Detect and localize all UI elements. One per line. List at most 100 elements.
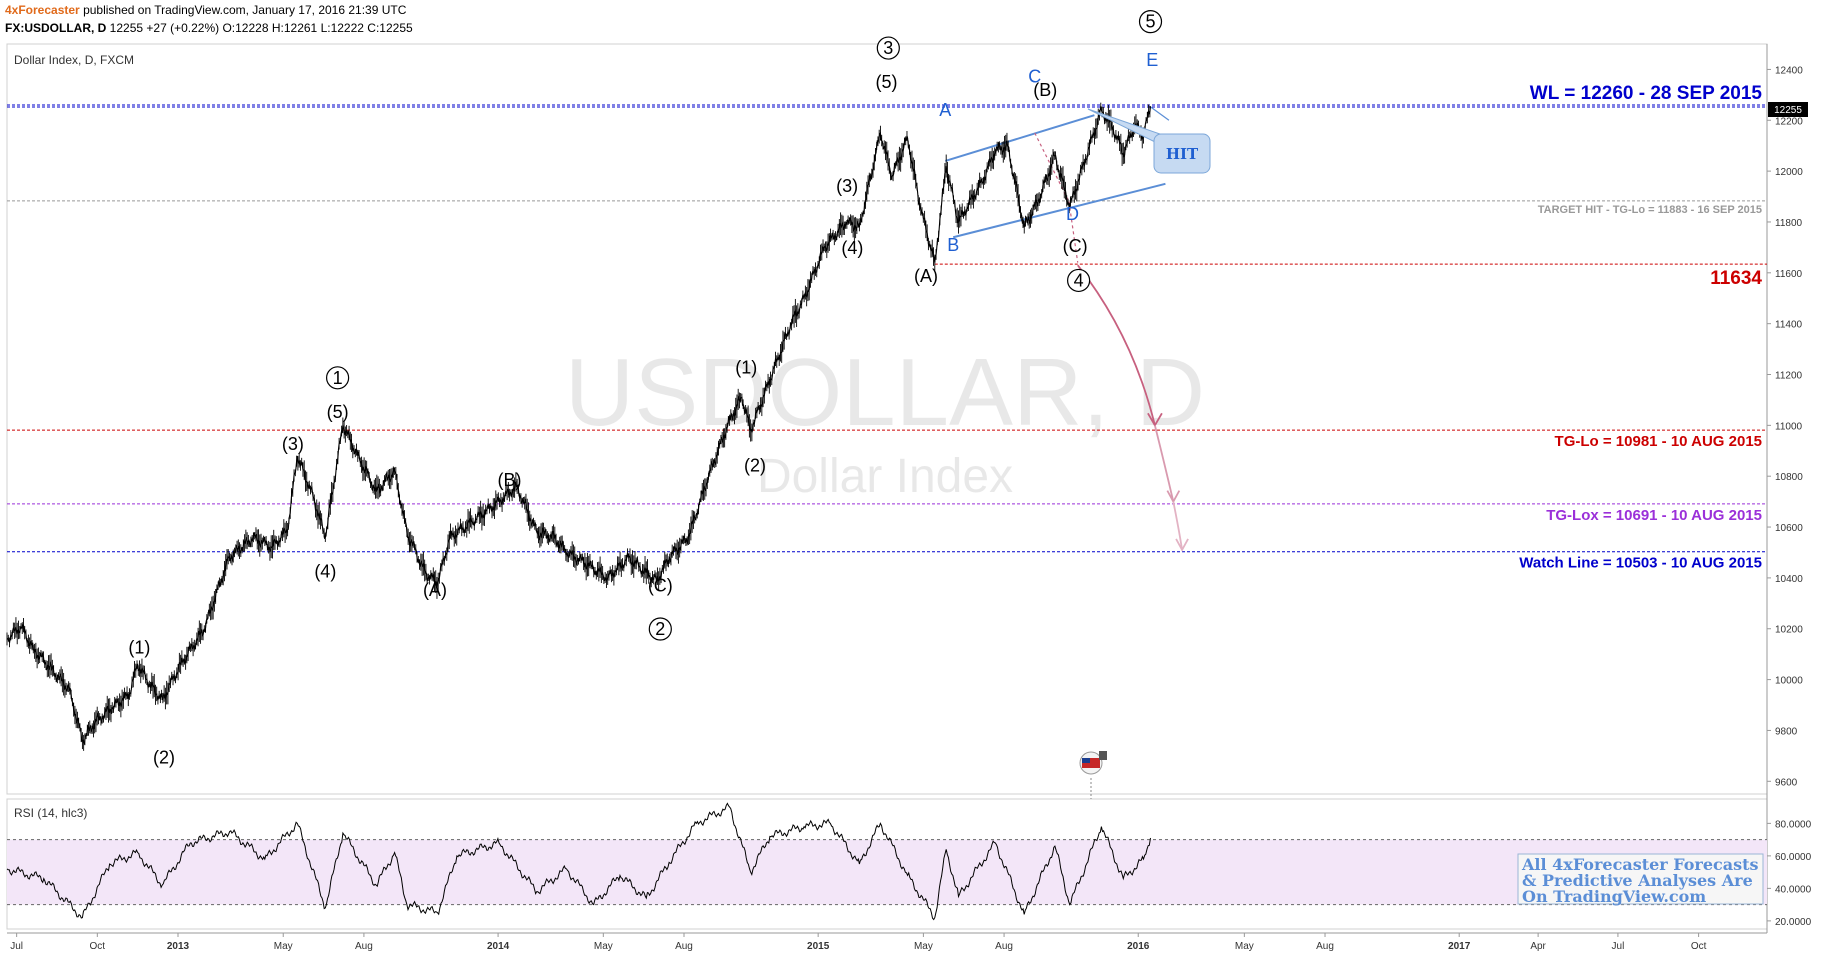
wave-circle bbox=[1138, 10, 1163, 34]
time-tick-label: Jul bbox=[1612, 941, 1625, 952]
wave-circle bbox=[648, 617, 672, 641]
rsi-line bbox=[6, 802, 1151, 921]
rsi-series bbox=[6, 802, 1151, 921]
time-tick-label: May bbox=[914, 941, 933, 952]
time-tick-label: May bbox=[274, 941, 293, 952]
horizontal-levels: WL = 12260 - 28 SEP 2015 TARGET HIT - TG-… bbox=[7, 83, 1767, 572]
wave-circle-label: 2 bbox=[655, 619, 665, 639]
wave-label-b: B bbox=[947, 235, 959, 255]
projection-arrow-3-head bbox=[1175, 538, 1189, 552]
publish-line: 4xForecaster published on TradingView.co… bbox=[5, 3, 406, 17]
promo-line-1: All 4xForecaster Forecasts bbox=[1521, 855, 1759, 874]
rsi-tick-label: 80.0000 bbox=[1775, 819, 1812, 830]
wave-label: (5) bbox=[327, 402, 349, 422]
promo-line-2: & Predictive Analyses Are bbox=[1522, 871, 1753, 890]
published-text: published on TradingView.com, January 17… bbox=[83, 3, 407, 17]
promo-line-3: On TradingView.com bbox=[1522, 887, 1706, 906]
wave-label: (3) bbox=[836, 176, 858, 196]
wave-label: (4) bbox=[841, 238, 863, 258]
rsi-tick-label: 60.0000 bbox=[1775, 852, 1812, 863]
time-tick-label: Apr bbox=[1530, 941, 1546, 952]
flag-icon-canton bbox=[1082, 758, 1090, 763]
wave-label: (5) bbox=[876, 72, 898, 92]
event-count-badge bbox=[1099, 751, 1107, 760]
flag-icon-stripes bbox=[1082, 758, 1100, 768]
wave-label-c: C bbox=[1028, 67, 1041, 87]
d-c-dashed-line bbox=[1068, 201, 1079, 263]
rsi-band bbox=[7, 839, 1767, 905]
time-tick-label: 2015 bbox=[807, 941, 830, 952]
low-label: L: bbox=[320, 21, 331, 35]
e-extension-line bbox=[1149, 105, 1170, 121]
wave-circle bbox=[326, 366, 350, 390]
price-tick-label: 12000 bbox=[1775, 167, 1803, 178]
high-value: 12261 bbox=[283, 21, 318, 35]
open-label: O: bbox=[222, 21, 236, 35]
wave-circle-label: 1 bbox=[333, 368, 343, 388]
main-panel bbox=[6, 43, 1768, 795]
projection-arrow-1 bbox=[1077, 264, 1156, 426]
price-tick-label: 12200 bbox=[1775, 116, 1803, 127]
level-label-level-11634: 11634 bbox=[1710, 268, 1762, 289]
time-tick-label: Aug bbox=[675, 941, 693, 952]
price-tick-label: 12400 bbox=[1775, 65, 1803, 76]
price-tick-label: 10800 bbox=[1775, 472, 1803, 483]
watermark-symbol: USDOLLAR, D bbox=[565, 339, 1205, 446]
symbol-line: FX:USDOLLAR, D 12255 +27 (+0.22%) O:1222… bbox=[5, 21, 413, 35]
price-badge bbox=[1768, 102, 1808, 117]
wave-label-e: E bbox=[1146, 50, 1158, 70]
time-tick-label: May bbox=[594, 941, 613, 952]
time-tick-label: 2013 bbox=[167, 941, 190, 952]
price-tick-label: 11800 bbox=[1775, 218, 1803, 229]
time-tick-label: Aug bbox=[355, 941, 373, 952]
price-tick-label: 11400 bbox=[1775, 320, 1803, 331]
time-tick-label: Aug bbox=[995, 941, 1013, 952]
hit-callout-text: HIT bbox=[1166, 145, 1199, 163]
time-tick-label: 2016 bbox=[1127, 941, 1150, 952]
projection-arrow-1-head bbox=[1147, 412, 1163, 428]
high-label: H: bbox=[271, 21, 284, 35]
time-axis-ticks: Jul Oct 2013 May Aug 2014 May Aug 2015 May Aug 2016… bbox=[10, 933, 1707, 952]
level-label-target-hit-11883: TARGET HIT - TG-Lo = 11883 - 16 SEP 2015 bbox=[1538, 204, 1762, 216]
time-tick-label: May bbox=[1235, 941, 1254, 952]
time-tick-label: 2014 bbox=[487, 941, 510, 952]
price-tick-label: 9800 bbox=[1775, 726, 1798, 737]
level-label-wl-12260: WL = 12260 - 28 SEP 2015 bbox=[1530, 83, 1763, 104]
rsi-axis-ticks: 20.0000 40.0000 60.0000 80.0000 bbox=[1767, 819, 1812, 928]
projection-arrow-2 bbox=[1154, 425, 1175, 502]
wave-label: (C) bbox=[1063, 236, 1088, 256]
wave-circle bbox=[876, 36, 900, 60]
price-axis-ticks: 9600 9800 10000 10200 10400 10600 10800 11000 11… bbox=[1767, 65, 1803, 788]
price-tick-label: 11600 bbox=[1775, 269, 1803, 280]
time-tick-label: Aug bbox=[1316, 941, 1334, 952]
time-tick-label: Jul bbox=[10, 941, 23, 952]
wave-label-d: D bbox=[1066, 204, 1079, 224]
projection-arrow-3 bbox=[1172, 501, 1183, 551]
wave-label: (A) bbox=[914, 266, 938, 286]
wave-label: (1) bbox=[128, 637, 150, 657]
wave-label-a: A bbox=[939, 100, 951, 120]
promo-box bbox=[1517, 853, 1764, 905]
wave-circle bbox=[1067, 268, 1091, 293]
rsi-legend: RSI (14, hlc3) bbox=[14, 806, 87, 820]
hit-callout bbox=[1153, 133, 1211, 174]
price-tick-label: 10000 bbox=[1775, 676, 1803, 687]
level-label-tg-lo-10981: TG-Lo = 10981 - 10 AUG 2015 bbox=[1555, 433, 1762, 450]
level-label-tg-lox-10691: TG-Lox = 10691 - 10 AUG 2015 bbox=[1546, 507, 1762, 524]
price-tick-label: 9600 bbox=[1775, 777, 1798, 788]
main-legend: Dollar Index, D, FXCM bbox=[14, 53, 134, 67]
publisher-link[interactable]: 4xForecaster bbox=[5, 3, 80, 17]
price-tick-label: 10600 bbox=[1775, 523, 1803, 534]
price-tick-label: 10200 bbox=[1775, 625, 1803, 636]
wave-circle-label: 5 bbox=[1146, 12, 1156, 32]
close-value: 12255 bbox=[379, 21, 413, 35]
wave-label: (2) bbox=[744, 455, 766, 475]
low-value: 12222 bbox=[330, 21, 364, 35]
last-price: 12255 bbox=[109, 21, 144, 35]
time-tick-label: Oct bbox=[1691, 941, 1707, 952]
rsi-tick-label: 40.0000 bbox=[1775, 884, 1812, 895]
price-badge-text: 12255 bbox=[1774, 105, 1802, 116]
wave-label: (B) bbox=[1033, 80, 1057, 100]
wave-label: (2) bbox=[153, 748, 175, 768]
